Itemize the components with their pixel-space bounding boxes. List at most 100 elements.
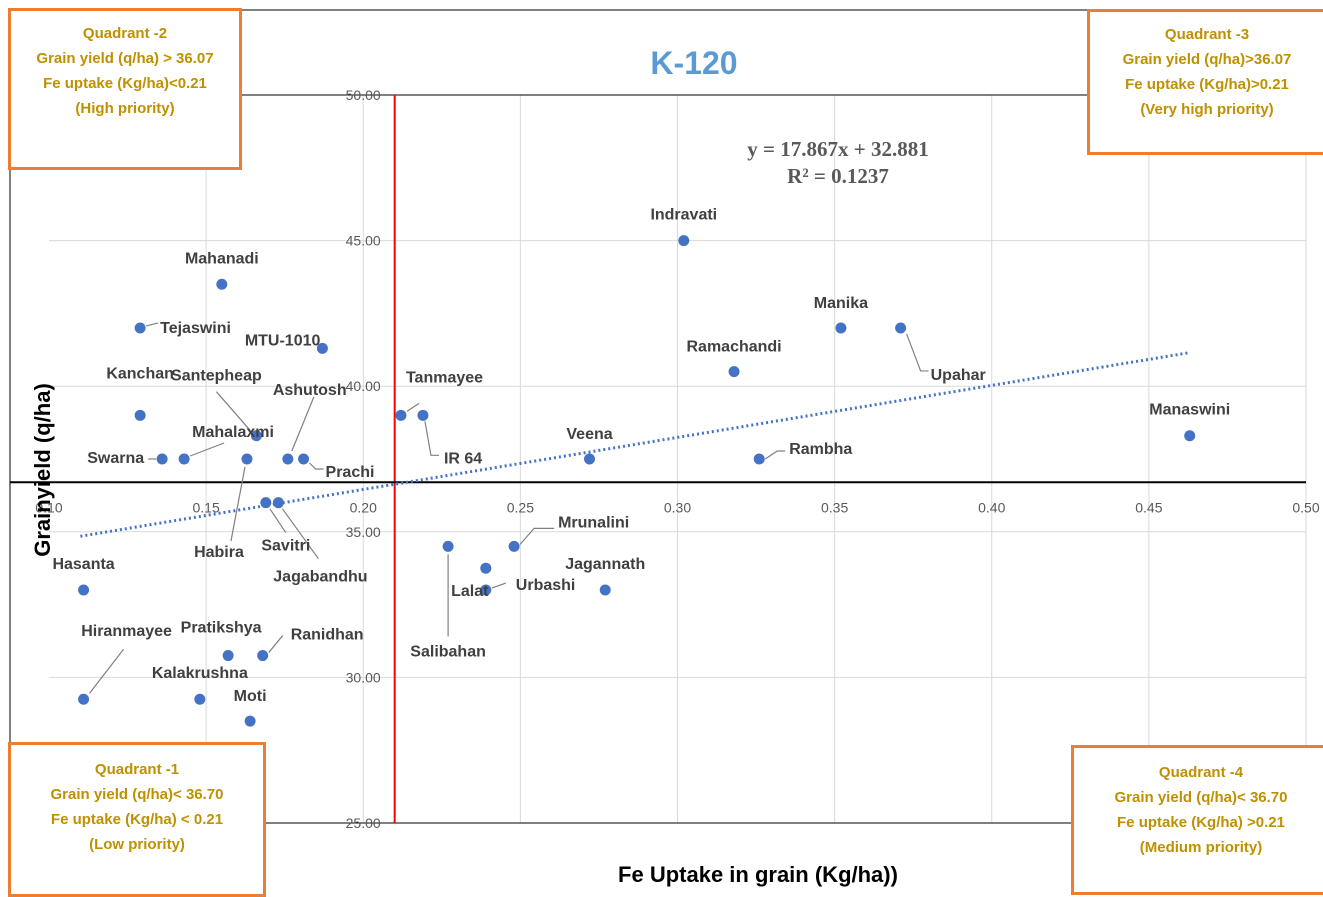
point-label: Veena	[566, 426, 612, 443]
point-label: IR 64	[444, 450, 482, 467]
quadrant-1-line-2: Fe uptake (Kg/ha) < 0.21	[50, 811, 224, 828]
data-point	[508, 540, 520, 552]
quadrant-2-box: Quadrant -2 Grain yield (q/ha) > 36.07 F…	[8, 8, 242, 170]
data-point	[241, 453, 253, 465]
x-tick-label: 0.45	[1135, 499, 1162, 515]
point-label: Salibahan	[410, 643, 486, 660]
point-label: Swarna	[87, 450, 144, 467]
data-point	[156, 453, 168, 465]
point-label: Hasanta	[52, 556, 114, 573]
data-point	[244, 715, 256, 727]
quadrant-2-title: Quadrant -2	[82, 25, 168, 42]
point-label: Upahar	[931, 367, 986, 384]
quadrant-3-line-1: Grain yield (q/ha)>36.07	[1122, 51, 1292, 68]
y-tick-label: 30.00	[346, 669, 381, 685]
point-label: Indravati	[650, 207, 717, 224]
leader-line	[145, 322, 159, 327]
leader-line	[281, 508, 319, 560]
point-label: Mahanadi	[185, 250, 259, 267]
quadrant-4-line-1: Grain yield (q/ha)< 36.70	[1114, 789, 1288, 806]
point-label: Jagabandhu	[273, 569, 367, 586]
point-label: Ashutosh	[273, 382, 347, 399]
quadrant-4-line-2: Fe uptake (Kg/ha) >0.21	[1117, 814, 1285, 831]
data-point	[194, 693, 206, 705]
y-tick-label: 40.00	[346, 378, 381, 394]
data-point	[78, 584, 90, 596]
point-labels: Indravati Mahanadi Tejaswini Manika Upahar MT…	[52, 207, 1230, 705]
quadrant-3-box: Quadrant -3 Grain yield (q/ha)>36.07 Fe …	[1087, 9, 1323, 155]
data-point	[728, 366, 740, 378]
leader-line	[906, 333, 929, 372]
leader-lines	[89, 322, 929, 694]
leader-line	[215, 391, 251, 432]
data-point	[272, 497, 284, 509]
point-label: Kanchan	[106, 365, 174, 382]
data-point	[257, 650, 269, 662]
data-point	[753, 453, 765, 465]
quadrant-4-line-3: (Medium priority)	[1139, 839, 1263, 856]
data-point	[395, 409, 407, 421]
x-tick-label: 0.15	[193, 499, 220, 515]
point-label: Pratikshya	[181, 620, 262, 637]
point-label: Tejaswini	[160, 320, 231, 337]
quadrant-3-title: Quadrant -3	[1164, 26, 1250, 43]
quadrant-1-line-3: (Low priority)	[89, 836, 185, 853]
chart-title: K-120	[650, 45, 737, 81]
x-tick-label: 0.50	[1292, 499, 1319, 515]
quadrant-3-line-2: Fe uptake (Kg/ha)>0.21	[1125, 76, 1289, 93]
leader-line	[291, 396, 315, 452]
quadrant-2-line-3: (High priority)	[75, 100, 175, 117]
data-points	[78, 235, 1196, 727]
y-tick-label: 50.00	[346, 87, 381, 103]
point-label: MTU-1010	[245, 332, 321, 349]
point-label: Lalat	[451, 583, 489, 600]
quadrant-1-line-1: Grain yield (q/ha)< 36.70	[50, 786, 224, 803]
data-point	[134, 409, 146, 421]
point-label: Manaswini	[1149, 402, 1230, 419]
data-point	[222, 650, 234, 662]
trendline-r-squared: R² = 0.1237	[787, 164, 889, 188]
x-axis-label: Fe Uptake in grain (Kg/ha))	[618, 862, 898, 887]
data-point	[480, 584, 492, 596]
data-point	[178, 453, 190, 465]
data-point	[678, 235, 690, 247]
data-point	[584, 453, 596, 465]
leader-line	[519, 527, 555, 545]
reference-lines	[10, 95, 1306, 823]
leader-line	[230, 466, 246, 542]
point-label: Savitri	[261, 538, 310, 555]
data-point	[895, 322, 907, 334]
leader-line	[764, 450, 786, 460]
x-tick-label: 0.30	[664, 499, 691, 515]
data-point	[417, 409, 429, 421]
data-point	[835, 322, 847, 334]
point-label: Moti	[234, 688, 267, 705]
leader-line	[309, 462, 324, 470]
x-tick-label: 0.20	[350, 499, 377, 515]
leader-line	[189, 442, 225, 457]
leader-line	[406, 402, 420, 412]
point-label: Hiranmayee	[81, 623, 172, 640]
data-point	[78, 693, 90, 705]
data-point	[134, 322, 146, 334]
quadrant-1-box: Quadrant -1 Grain yield (q/ha)< 36.70 Fe…	[8, 742, 266, 897]
point-label: Prachi	[326, 464, 375, 481]
point-label: Ranidhan	[291, 627, 364, 644]
leader-line	[491, 582, 507, 589]
leader-line	[268, 635, 284, 653]
quadrant-3-line-3: (Very high priority)	[1140, 101, 1274, 118]
data-point	[260, 497, 272, 509]
quadrant-1-title: Quadrant -1	[94, 761, 180, 778]
data-point	[298, 453, 310, 465]
data-point	[282, 453, 294, 465]
y-tick-label: 45.00	[346, 233, 381, 249]
leader-line	[269, 508, 287, 534]
leader-line	[89, 648, 125, 694]
trendline-equation: y = 17.867x + 32.881	[747, 137, 928, 161]
tick-labels: 0.10 0.15 0.20 0.25 0.30 0.35 0.40 0.45 0.50 25.0…	[35, 87, 1319, 831]
point-label: Jagannath	[565, 556, 645, 573]
point-label: Urbashi	[516, 577, 576, 594]
quadrant-2-line-1: Grain yield (q/ha) > 36.07	[36, 50, 214, 67]
data-point	[250, 430, 262, 442]
point-label: Mahalaxmi	[192, 424, 274, 441]
